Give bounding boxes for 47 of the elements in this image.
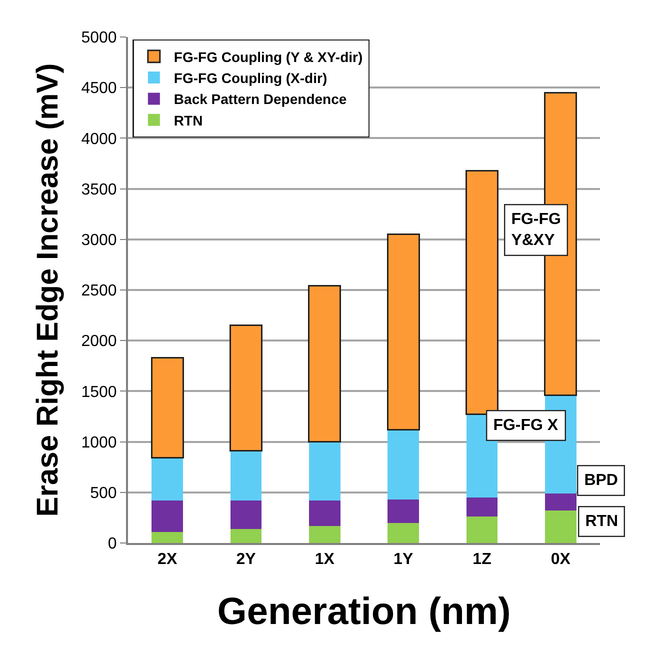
y-tick-label: 5000 (81, 30, 117, 47)
bar (466, 497, 498, 517)
x-tick-label: 1X (314, 551, 335, 568)
bar (230, 500, 262, 529)
bar (466, 516, 498, 543)
bar (308, 500, 340, 526)
bar (230, 450, 262, 500)
legend-label: Back Pattern Dependence (174, 91, 347, 108)
y-tick-label: 2000 (81, 333, 117, 350)
y-tick-label: 0 (108, 536, 117, 553)
bar (544, 493, 576, 511)
y-tick-label: 1500 (81, 384, 117, 401)
legend-label: FG-FG Coupling (Y & XY-dir) (174, 48, 363, 65)
annotation: BPD (584, 472, 618, 490)
y-tick-label: 1000 (81, 434, 117, 452)
annotation: RTN (585, 513, 618, 530)
bar (152, 458, 184, 500)
bar (308, 285, 342, 443)
bar (388, 430, 420, 500)
annotation: FG-FG Y&XY (511, 211, 561, 249)
y-tick-label: 4500 (81, 80, 117, 98)
y-tick-label: 4000 (81, 130, 117, 148)
bar (152, 532, 184, 543)
x-tick-label: 2Y (236, 551, 256, 568)
y-tick-label: 3500 (81, 181, 117, 198)
bar (386, 234, 420, 430)
bar (150, 357, 184, 459)
bar (388, 499, 420, 523)
bar (388, 522, 420, 543)
annotation: FG-FG X (493, 417, 558, 434)
x-tick-label: 0X (550, 551, 571, 568)
x-tick-label: 1Z (472, 551, 492, 568)
bar (152, 500, 184, 532)
legend-label: RTN (174, 112, 203, 128)
y-axis-title: Erase Right Edge Increase (mV) (32, 63, 65, 517)
legend-label: FG-FG Coupling (X-dir) (174, 70, 328, 86)
x-tick-label: 1Y (394, 551, 414, 568)
x-axis-title: Generation (nm) (217, 590, 511, 633)
y-tick-label: 500 (90, 485, 117, 502)
y-tick-label: 3000 (81, 232, 117, 249)
bar (230, 528, 262, 543)
bar (544, 510, 576, 543)
x-tick-label: 2X (158, 551, 178, 568)
bar (308, 442, 340, 500)
y-tick-label: 2500 (81, 282, 117, 300)
bar (308, 526, 340, 543)
bar (230, 324, 262, 452)
